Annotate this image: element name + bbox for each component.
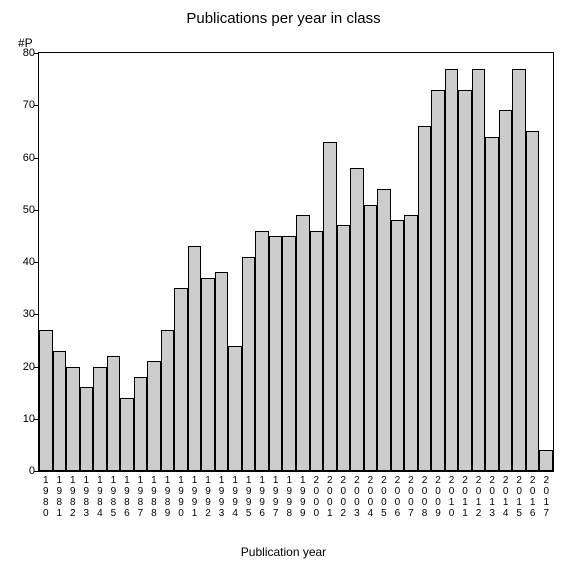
x-tick-label: 1992 — [201, 475, 215, 519]
bar — [310, 231, 324, 471]
x-tick-label: 1988 — [147, 475, 161, 519]
bar — [174, 288, 188, 471]
bar — [80, 387, 94, 471]
x-tick-label: 2013 — [485, 475, 499, 519]
chart-container: Publications per year in class #P 010203… — [0, 0, 567, 567]
x-tick-label: 1996 — [255, 475, 269, 519]
x-tick-label: 2000 — [310, 475, 324, 519]
bar — [418, 126, 432, 471]
bar — [39, 330, 53, 471]
bar — [458, 90, 472, 471]
bar — [147, 361, 161, 471]
bar — [255, 231, 269, 471]
bar — [201, 278, 215, 471]
x-tick-label: 2004 — [364, 475, 378, 519]
x-tick-label: 1980 — [39, 475, 53, 519]
bar — [512, 69, 526, 471]
y-tick-mark — [34, 210, 39, 211]
y-tick-mark — [34, 158, 39, 159]
x-tick-label: 1982 — [66, 475, 80, 519]
bar — [445, 69, 459, 471]
bar — [228, 346, 242, 471]
x-tick-label: 2012 — [472, 475, 486, 519]
x-tick-label: 1986 — [120, 475, 134, 519]
x-tick-label: 2007 — [404, 475, 418, 519]
x-tick-label: 1991 — [188, 475, 202, 519]
bar — [499, 110, 513, 471]
y-tick-mark — [34, 471, 39, 472]
bar — [485, 137, 499, 471]
x-tick-label: 1985 — [107, 475, 121, 519]
x-tick-label: 1984 — [93, 475, 107, 519]
bar — [161, 330, 175, 471]
bar — [539, 450, 553, 471]
x-tick-label: 2003 — [350, 475, 364, 519]
bar — [391, 220, 405, 471]
x-tick-label: 1990 — [174, 475, 188, 519]
x-tick-label: 2008 — [418, 475, 432, 519]
y-tick-mark — [34, 105, 39, 106]
y-tick-mark — [34, 314, 39, 315]
bar — [120, 398, 134, 471]
x-tick-label: 1999 — [296, 475, 310, 519]
x-tick-label: 1997 — [269, 475, 283, 519]
y-tick-mark — [34, 262, 39, 263]
x-tick-label: 2017 — [539, 475, 553, 519]
x-tick-label: 2002 — [337, 475, 351, 519]
x-tick-label: 1987 — [134, 475, 148, 519]
bar — [323, 142, 337, 471]
x-tick-label: 1981 — [53, 475, 67, 519]
bar — [404, 215, 418, 471]
bar — [282, 236, 296, 471]
x-axis-label: Publication year — [0, 545, 567, 559]
x-tick-label: 1983 — [80, 475, 94, 519]
x-tick-label: 2001 — [323, 475, 337, 519]
bar — [472, 69, 486, 471]
x-tick-label: 1998 — [282, 475, 296, 519]
bar — [431, 90, 445, 471]
bar — [364, 205, 378, 471]
x-tick-label: 2009 — [431, 475, 445, 519]
bar — [188, 246, 202, 471]
bar — [269, 236, 283, 471]
x-tick-label: 2011 — [458, 475, 472, 519]
bar — [215, 272, 229, 471]
x-tick-label: 2016 — [526, 475, 540, 519]
plot-area: 0102030405060708019801981198219831984198… — [38, 52, 554, 472]
x-tick-label: 2006 — [391, 475, 405, 519]
bar — [350, 168, 364, 471]
y-tick-mark — [34, 53, 39, 54]
x-tick-label: 1989 — [161, 475, 175, 519]
x-tick-label: 2015 — [512, 475, 526, 519]
x-tick-label: 1995 — [242, 475, 256, 519]
bar — [134, 377, 148, 471]
bar — [93, 367, 107, 472]
bar — [66, 367, 80, 472]
chart-title: Publications per year in class — [0, 10, 567, 27]
bar — [296, 215, 310, 471]
bar — [377, 189, 391, 471]
x-tick-label: 1994 — [228, 475, 242, 519]
bar — [526, 131, 540, 471]
x-tick-label: 2005 — [377, 475, 391, 519]
x-tick-label: 2010 — [445, 475, 459, 519]
bar — [337, 225, 351, 471]
bar — [107, 356, 121, 471]
x-tick-label: 1993 — [215, 475, 229, 519]
bar — [53, 351, 67, 471]
x-tick-label: 2014 — [499, 475, 513, 519]
bar — [242, 257, 256, 471]
